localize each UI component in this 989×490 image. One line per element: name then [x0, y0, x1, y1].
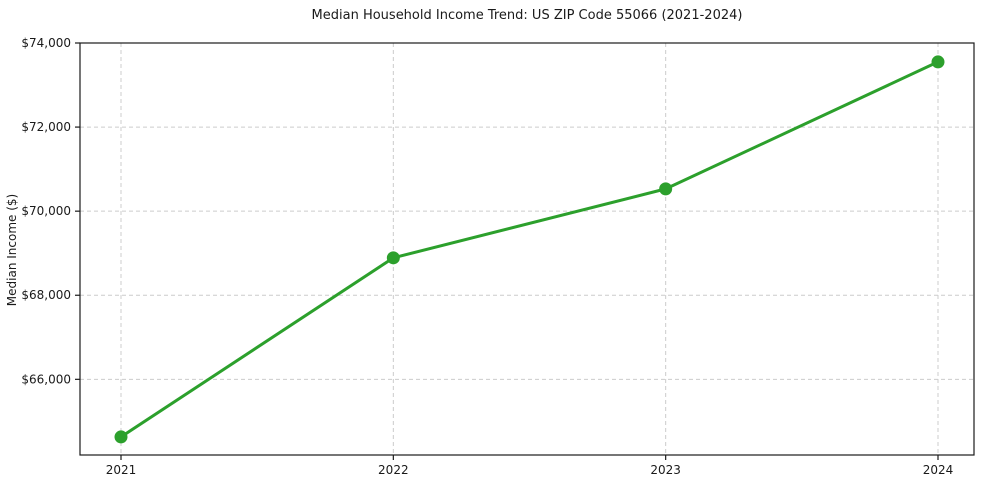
- y-tick-label: $66,000: [21, 372, 71, 386]
- x-tick-label: 2023: [650, 463, 681, 477]
- y-tick-label: $70,000: [21, 204, 71, 218]
- y-axis-label: Median Income ($): [5, 193, 19, 307]
- income-trend-line: [119, 60, 940, 439]
- plot-border: [79, 42, 975, 456]
- chart-title: Median Household Income Trend: US ZIP Co…: [311, 8, 743, 23]
- data-point-marker: [114, 430, 128, 444]
- x-tick-label: 2022: [378, 463, 409, 477]
- y-tick-label: $68,000: [21, 288, 71, 302]
- x-tick-label: 2024: [923, 463, 954, 477]
- y-tick-label: $74,000: [21, 36, 71, 50]
- x-tick-label: 2021: [106, 463, 137, 477]
- data-point-marker: [386, 251, 400, 265]
- y-tick-label: $72,000: [21, 120, 71, 134]
- data-point-marker: [931, 55, 945, 69]
- data-point-marker: [659, 182, 673, 196]
